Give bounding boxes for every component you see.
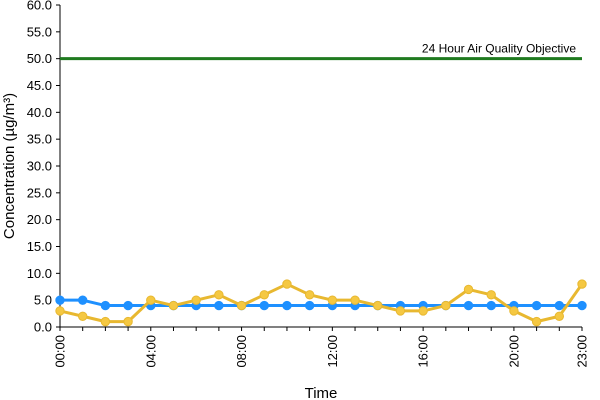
series-2-point (259, 290, 269, 300)
series-1-point (554, 300, 565, 311)
series-1-point (123, 300, 133, 311)
series-1-point (259, 300, 269, 311)
x-tick-label: 23:00 (575, 335, 590, 368)
series-2-point (304, 290, 315, 300)
series-2-point (100, 316, 111, 327)
series-1-point (214, 300, 224, 311)
series-2-line (59, 282, 584, 324)
series-2-point (418, 306, 428, 316)
y-tick-label: 60.0 (27, 0, 52, 13)
series-1-point (577, 300, 587, 311)
series-1-point (463, 300, 474, 311)
y-tick-label: 10.0 (27, 266, 52, 281)
series-1-point (486, 300, 496, 311)
series-2-point (509, 306, 519, 316)
series-2-point (168, 300, 179, 311)
y-tick-label: 5.0 (34, 293, 52, 308)
series-2-point (395, 306, 406, 316)
series-2-point (282, 279, 292, 289)
series-1-point (304, 300, 315, 311)
series-2-point (373, 300, 383, 311)
reference-line-label: 24 Hour Air Quality Objective (422, 42, 576, 56)
series-2-point (214, 290, 224, 300)
y-axis-title: Concentration (µg/m³) (1, 93, 18, 239)
x-tick-label: 04:00 (143, 335, 158, 368)
y-tick-label: 35.0 (27, 132, 52, 147)
y-tick-label: 20.0 (27, 212, 52, 227)
y-tick-label: 50.0 (27, 51, 52, 66)
series-2-point (123, 316, 133, 327)
y-tick-label: 0.0 (34, 320, 52, 335)
series-2-point (350, 295, 360, 305)
series-2-point (441, 300, 451, 311)
series-1-point (531, 300, 542, 311)
series-1-point (55, 295, 65, 305)
y-tick-label: 30.0 (27, 159, 52, 174)
x-axis-ticks: 00:00 04:00 08:00 12:00 16:00 20:00 23:00 (53, 327, 590, 368)
y-tick-label: 40.0 (27, 105, 52, 120)
series-2-point (146, 295, 156, 305)
y-tick-label: 15.0 (27, 239, 52, 254)
x-tick-label: 16:00 (416, 335, 431, 368)
series-2-point (463, 284, 474, 295)
x-tick-label: 20:00 (506, 335, 521, 368)
x-tick-label: 08:00 (234, 335, 249, 368)
x-axis-title: Time (305, 385, 338, 400)
y-axis-ticks: 0.0 5.0 10.0 15.0 20.0 25.0 30.0 35.0 40.0 45.0 50… (27, 0, 60, 335)
x-tick-label: 00:00 (53, 335, 68, 368)
series-2-point (55, 306, 65, 316)
y-tick-label: 25.0 (27, 185, 52, 200)
series-2-point (554, 311, 565, 321)
series-2-point (577, 279, 587, 289)
series-2-point (77, 311, 88, 321)
series-2-point (236, 300, 247, 311)
series-1-point (100, 300, 111, 311)
y-tick-label: 45.0 (27, 78, 52, 93)
x-tick-label: 12:00 (325, 335, 340, 368)
series-2-point (191, 295, 201, 305)
series-2-point (531, 316, 542, 327)
series-2-point (486, 290, 496, 300)
series-1-point (282, 300, 292, 311)
series-layer (55, 279, 587, 327)
series-2-point (327, 295, 338, 305)
series-1-point (77, 295, 88, 305)
y-tick-label: 55.0 (27, 24, 52, 39)
